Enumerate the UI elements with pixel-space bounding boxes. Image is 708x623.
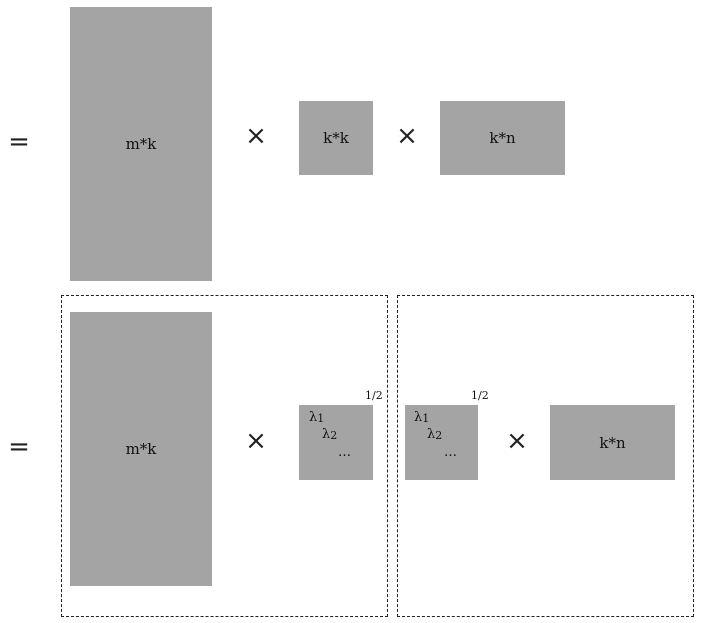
ellipsis-left: … bbox=[338, 445, 351, 460]
matrix-m-by-k-row2: m*k bbox=[70, 312, 212, 586]
equals-sign-row2: = bbox=[8, 432, 30, 462]
lambda-1-left: λ1 bbox=[309, 410, 325, 426]
ellipsis-right: … bbox=[444, 445, 457, 460]
lambda-1-right: λ1 bbox=[414, 410, 430, 426]
lambda-2-right: λ2 bbox=[427, 427, 443, 443]
matrix-k-by-n-row1: k*n bbox=[440, 101, 565, 175]
exponent-half-left: 1/2 bbox=[365, 389, 383, 402]
matrix-k-by-k-label: k*k bbox=[323, 129, 349, 147]
matrix-k-by-k-row1: k*k bbox=[299, 101, 373, 175]
times-sign-row2-a: × bbox=[245, 426, 267, 456]
exponent-half-right: 1/2 bbox=[471, 389, 489, 402]
matrix-m-by-k-label: m*k bbox=[125, 135, 157, 153]
times-sign-row1-b: × bbox=[396, 121, 418, 151]
times-sign-row1-a: × bbox=[245, 121, 267, 151]
diagonal-matrix-right bbox=[405, 405, 478, 480]
matrix-k-by-n-row2: k*n bbox=[550, 405, 675, 480]
matrix-m-by-k-label-row2: m*k bbox=[125, 440, 157, 458]
dashed-group-right bbox=[397, 295, 694, 617]
diagonal-matrix-left bbox=[299, 405, 373, 480]
dashed-group-left bbox=[61, 295, 388, 617]
lambda-2-left: λ2 bbox=[322, 427, 338, 443]
equals-sign-row1: = bbox=[8, 127, 30, 157]
times-sign-row2-b: × bbox=[506, 426, 528, 456]
matrix-k-by-n-label-row2: k*n bbox=[599, 433, 626, 452]
matrix-m-by-k-row1: m*k bbox=[70, 7, 212, 281]
matrix-k-by-n-label: k*n bbox=[489, 129, 516, 147]
